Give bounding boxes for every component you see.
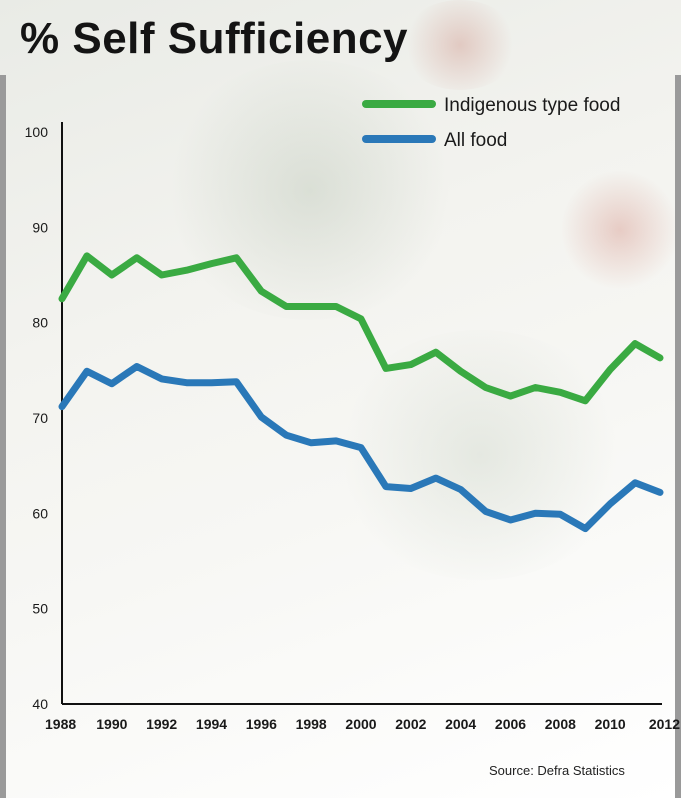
chart-title: % Self Sufficiency: [20, 14, 409, 63]
x-tick-label: 2012: [649, 716, 680, 732]
y-tick-label: 50: [32, 601, 48, 617]
y-tick-label: 40: [32, 696, 48, 712]
x-tick-label: 2008: [545, 716, 576, 732]
frame-border-left: [0, 75, 6, 798]
x-tick-label: 2002: [395, 716, 426, 732]
x-axis-ticks: 1988 1990 1992 1994 1996 1998 2000 2002 2004 2006…: [45, 716, 680, 732]
legend-label-all-food: All food: [444, 130, 507, 151]
legend: Indigenous type food All food: [362, 95, 620, 151]
x-tick-label: 2004: [445, 716, 476, 732]
x-tick-label: 1996: [246, 716, 277, 732]
series-line-indigenous-type-food: [58, 252, 664, 405]
y-tick-label: 70: [32, 410, 48, 426]
x-tick-label: 1988: [45, 716, 76, 732]
x-tick-label: 2000: [345, 716, 376, 732]
x-tick-label: 2006: [495, 716, 526, 732]
x-tick-label: 1992: [146, 716, 177, 732]
x-tick-label: 2010: [595, 716, 626, 732]
y-axis-ticks: 40 50 60 70 80 90 100: [25, 124, 49, 712]
x-tick-label: 1990: [96, 716, 127, 732]
series-line-all-food: [58, 363, 664, 533]
y-tick-label: 100: [25, 124, 49, 140]
axes: [61, 122, 662, 705]
legend-label-indigenous-type-food: Indigenous type food: [444, 95, 620, 116]
y-tick-label: 60: [32, 505, 48, 521]
x-tick-label: 1994: [196, 716, 227, 732]
background-apple-2: [560, 170, 680, 290]
background-apple-1: [400, 0, 520, 90]
frame-border-right: [675, 75, 681, 798]
background-foliage-2: [330, 330, 630, 580]
x-tick-label: 1998: [296, 716, 327, 732]
series-lines: [58, 252, 664, 533]
source-note: Source: Defra Statistics: [489, 763, 625, 778]
y-tick-label: 90: [32, 219, 48, 235]
y-tick-label: 80: [32, 315, 48, 331]
